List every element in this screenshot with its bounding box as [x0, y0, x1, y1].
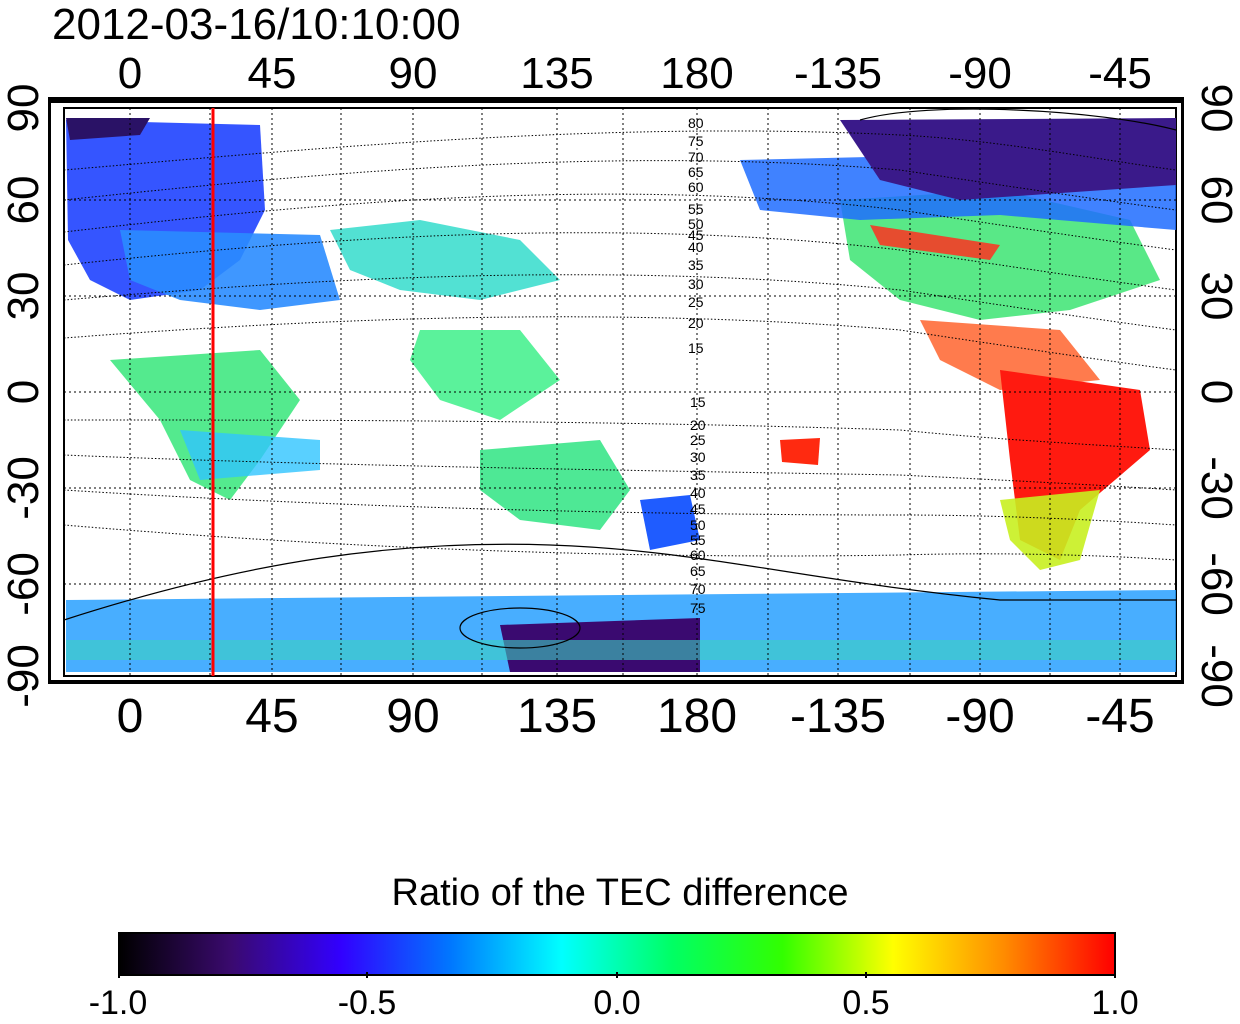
contour-label-s35: 35: [690, 467, 706, 483]
contour-label-s20: 20: [690, 417, 706, 433]
bottom-lon-label: 90: [386, 690, 439, 743]
map-border-top: [48, 97, 1184, 103]
contour-label-80: 80: [688, 115, 704, 131]
colorbar-tick: [616, 972, 618, 978]
contour-label-s40: 40: [690, 485, 706, 501]
right-lat-labels: 90 60 30 0 -30 -60 -90: [1192, 84, 1240, 708]
right-lat-label: 60: [1192, 176, 1240, 225]
colorbar-tick: [118, 972, 120, 978]
bottom-lon-label: 0: [117, 690, 144, 743]
colorbar-tick: [1114, 972, 1116, 978]
magnetic-contours: [63, 130, 1177, 561]
colorbar-label: 0.0: [593, 984, 641, 1022]
data-australia: [480, 440, 630, 530]
contour-label-s45: 45: [690, 501, 706, 517]
colorbar-tick: [865, 972, 867, 978]
contour-label-15: 15: [688, 340, 704, 356]
top-lon-label: 135: [520, 49, 593, 98]
colorbar-label: -1.0: [88, 984, 148, 1022]
map-border-bottom: [48, 680, 1184, 684]
contour-label-70: 70: [688, 149, 704, 165]
top-lon-label: 90: [389, 49, 438, 98]
bottom-lon-labels: 0 45 90 135 180 -135 -90 -45: [117, 690, 1155, 743]
contour-label-s75: 75: [690, 600, 706, 616]
top-lon-label: -45: [1088, 49, 1152, 98]
data-s-africa: [180, 430, 320, 480]
contour-label-25: 25: [688, 294, 704, 310]
data-na-red: [870, 225, 1000, 260]
contour-label-65: 65: [688, 164, 704, 180]
left-lat-label: 30: [0, 272, 48, 321]
contour-label-50: 50: [688, 216, 704, 232]
contour-label-s30: 30: [690, 449, 706, 465]
right-lat-label: 90: [1192, 84, 1240, 133]
data-asia: [330, 220, 560, 300]
colorbar-tick: [366, 972, 368, 978]
data-arctic-dark: [840, 118, 1176, 200]
data-tasman: [640, 495, 700, 550]
data-antarctic-green: [66, 640, 1176, 660]
colorbar: [118, 932, 1116, 976]
colorbar-label: 0.5: [842, 984, 890, 1022]
contour-label-s50: 50: [690, 517, 706, 533]
contour-label-45: 45: [688, 227, 704, 243]
bottom-lon-label: -45: [1085, 690, 1154, 743]
contour-label-s15: 15: [690, 394, 706, 410]
contour-label-55: 55: [688, 201, 704, 217]
contour-labels-north: 80 75 70 65 60 55 50 45 40 35 30 25 20 1…: [688, 115, 704, 356]
bottom-lon-label: 45: [245, 690, 298, 743]
left-lat-label: 90: [0, 84, 48, 133]
contour-label-s60: 60: [690, 547, 706, 563]
contour-label-s70: 70: [690, 581, 706, 597]
contour-label-75: 75: [688, 133, 704, 149]
top-lon-label: 45: [248, 49, 297, 98]
right-lat-label: 30: [1192, 272, 1240, 321]
solid-contours: [63, 108, 1177, 649]
data-europe-light: [120, 230, 340, 310]
timestamp: 2012-03-16/10:10:00: [52, 0, 461, 49]
left-lat-label: 60: [0, 176, 48, 225]
map-border-right: [1181, 97, 1184, 684]
right-lat-label: -60: [1192, 552, 1240, 616]
tec-map: 80 75 70 65 60 55 50 45 40 35 30 25 20 1…: [0, 49, 1240, 743]
bottom-lon-label: -135: [790, 690, 886, 743]
data-pacific-patch: [780, 438, 820, 465]
left-lat-label: 0: [0, 380, 48, 404]
contour-label-s65: 65: [690, 563, 706, 579]
contour-label-60: 60: [688, 179, 704, 195]
bottom-lon-label: 180: [657, 690, 737, 743]
right-lat-label: 0: [1192, 380, 1240, 404]
right-lat-label: -90: [1192, 644, 1240, 708]
top-lon-label: 180: [660, 49, 733, 98]
tec-data-field: [66, 118, 1176, 672]
bottom-lon-label: 135: [517, 690, 597, 743]
left-lat-labels: 90 60 30 0 -30 -60 -90: [0, 84, 48, 708]
left-lat-label: -60: [0, 552, 48, 616]
contour-label-s25: 25: [690, 432, 706, 448]
contour-label-40: 40: [688, 239, 704, 255]
contour-labels-south: 15 20 25 30 35 40 45 50 55 60 65 70 75: [690, 394, 706, 616]
contour-label-30: 30: [688, 276, 704, 292]
contour-label-35: 35: [688, 257, 704, 273]
bottom-lon-label: -90: [945, 690, 1014, 743]
colorbar-label: -0.5: [337, 984, 397, 1022]
top-lon-label: -90: [948, 49, 1012, 98]
map-border-left: [48, 97, 51, 684]
left-lat-label: -90: [0, 644, 48, 708]
data-se-asia: [410, 330, 560, 420]
lat-lon-grid: [64, 107, 1176, 676]
data-north-pole-dark: [66, 118, 150, 140]
contour-label-20: 20: [688, 315, 704, 331]
right-lat-label: -30: [1192, 456, 1240, 520]
top-lon-labels: 0 45 90 135 180 -135 -90 -45: [118, 49, 1152, 98]
contour-label-s55: 55: [690, 532, 706, 548]
colorbar-label: 1.0: [1091, 984, 1139, 1022]
top-lon-label: 0: [118, 49, 142, 98]
colorbar-title: Ratio of the TEC difference: [391, 872, 849, 914]
data-central-america: [920, 320, 1100, 390]
left-lat-label: -30: [0, 456, 48, 520]
data-north-america: [840, 190, 1160, 320]
top-lon-label: -135: [794, 49, 882, 98]
